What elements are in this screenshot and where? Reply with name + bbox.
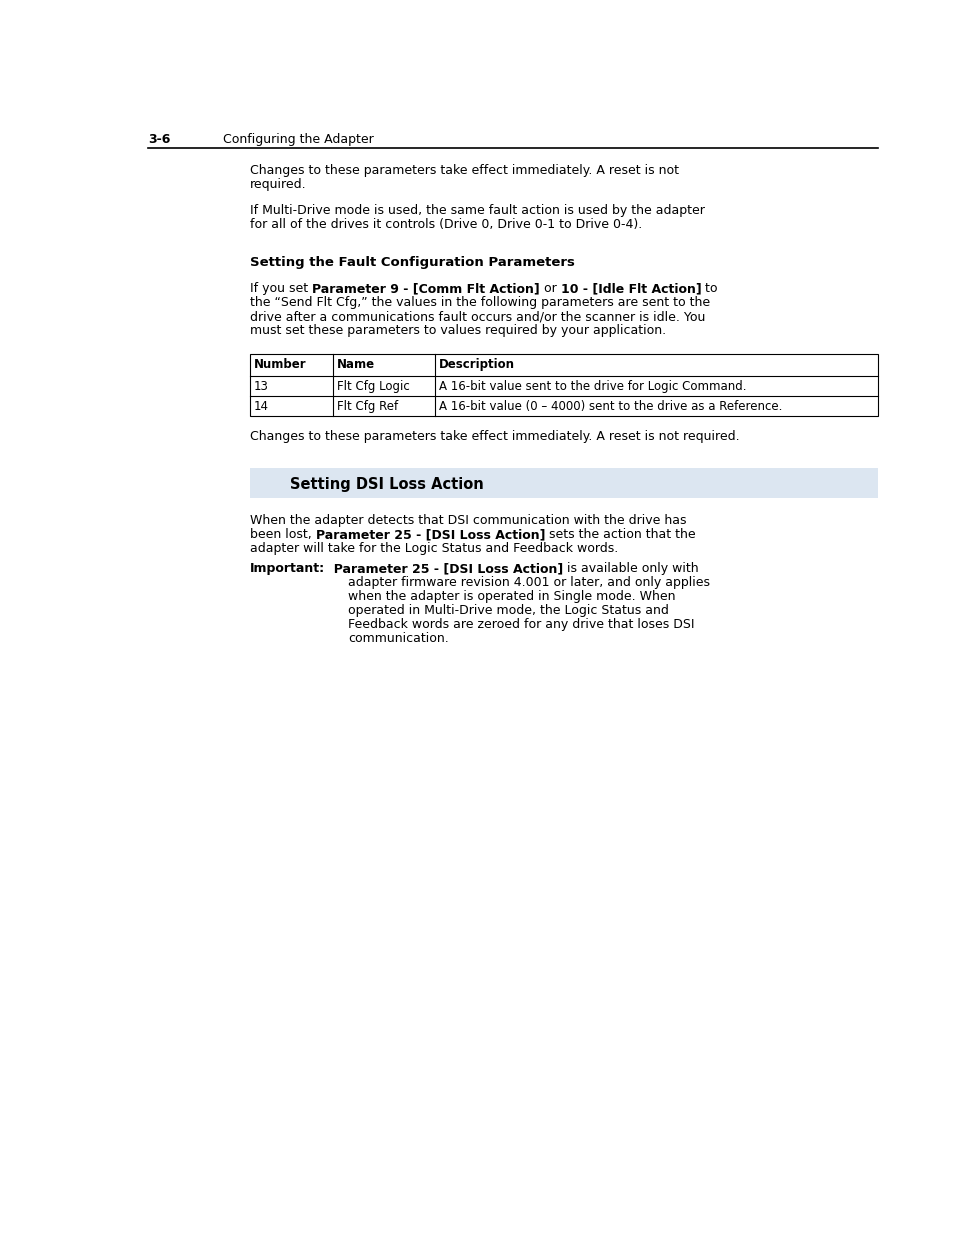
Text: communication.: communication. [348,632,448,645]
Text: Setting the Fault Configuration Parameters: Setting the Fault Configuration Paramete… [250,256,575,269]
Text: 10 - [Idle Flt Action]: 10 - [Idle Flt Action] [560,282,700,295]
Text: the “Send Flt Cfg,” the values in the following parameters are sent to the: the “Send Flt Cfg,” the values in the fo… [250,296,709,309]
Text: to: to [700,282,717,295]
Text: Parameter 25 - [DSI Loss Action]: Parameter 25 - [DSI Loss Action] [315,529,545,541]
Text: If you set: If you set [250,282,312,295]
Text: 13: 13 [253,380,269,393]
Text: Setting DSI Loss Action: Setting DSI Loss Action [290,478,483,493]
Text: When the adapter detects that DSI communication with the drive has: When the adapter detects that DSI commun… [250,514,686,527]
Text: Parameter 9 - [Comm Flt Action]: Parameter 9 - [Comm Flt Action] [312,282,539,295]
Text: Important:: Important: [250,562,325,576]
Text: A 16-bit value sent to the drive for Logic Command.: A 16-bit value sent to the drive for Log… [438,380,745,393]
Text: Number: Number [253,358,306,370]
Text: Parameter 25 - [DSI Loss Action]: Parameter 25 - [DSI Loss Action] [325,562,563,576]
Text: or: or [539,282,560,295]
Text: been lost,: been lost, [250,529,315,541]
Text: when the adapter is operated in Single mode. When: when the adapter is operated in Single m… [348,590,675,603]
Text: drive after a communications fault occurs and/or the scanner is idle. You: drive after a communications fault occur… [250,310,704,324]
Text: sets the action that the: sets the action that the [545,529,695,541]
Text: for all of the drives it controls (Drive 0, Drive 0-1 to Drive 0-4).: for all of the drives it controls (Drive… [250,219,641,231]
Text: Name: Name [336,358,375,370]
Bar [250,468,877,498]
Text: required.: required. [250,178,306,191]
Text: A 16-bit value (0 – 4000) sent to the drive as a Reference.: A 16-bit value (0 – 4000) sent to the dr… [438,400,781,412]
Text: Flt Cfg Ref: Flt Cfg Ref [336,400,397,412]
Text: Configuring the Adapter: Configuring the Adapter [223,133,374,146]
Text: must set these parameters to values required by your application.: must set these parameters to values requ… [250,324,665,337]
Text: Description: Description [438,358,515,370]
Text: adapter will take for the Logic Status and Feedback words.: adapter will take for the Logic Status a… [250,542,618,555]
Text: Flt Cfg Logic: Flt Cfg Logic [336,380,410,393]
Text: adapter firmware revision 4.001 or later, and only applies: adapter firmware revision 4.001 or later… [348,576,709,589]
Text: 14: 14 [253,400,269,412]
Text: Feedback words are zeroed for any drive that loses DSI: Feedback words are zeroed for any drive … [348,618,694,631]
Text: operated in Multi-Drive mode, the Logic Status and: operated in Multi-Drive mode, the Logic … [348,604,668,618]
Bar [250,354,877,416]
Text: Changes to these parameters take effect immediately. A reset is not: Changes to these parameters take effect … [250,164,679,177]
Text: 3-6: 3-6 [148,133,171,146]
Text: Changes to these parameters take effect immediately. A reset is not required.: Changes to these parameters take effect … [250,430,739,443]
Text: is available only with: is available only with [563,562,699,576]
Text: If Multi-Drive mode is used, the same fault action is used by the adapter: If Multi-Drive mode is used, the same fa… [250,204,704,217]
